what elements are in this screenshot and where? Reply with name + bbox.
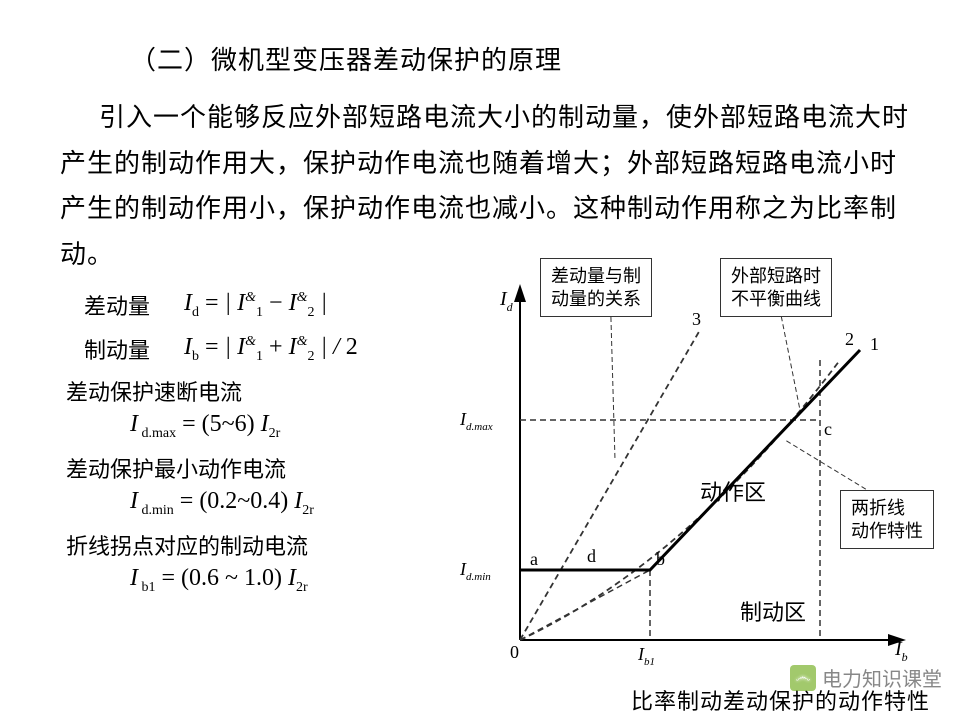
wechat-icon: ෴ (790, 665, 816, 691)
intro-paragraph: 引入一个能够反应外部短路电流大小的制动量，使外部短路电流大时产生的制动作用大，保… (60, 95, 910, 277)
chart-svg: 动作区 制动区 a d b c 1 2 3 Id Ib Id.max Id.mi… (440, 270, 930, 690)
pt-c: c (824, 419, 832, 439)
diff-formula: Id = | I&1 − I&2 | (184, 290, 327, 321)
region-brake: 制动区 (740, 600, 806, 625)
x-axis-label: Ib (894, 638, 908, 664)
brake-label: 制动量 (84, 333, 184, 365)
diff-label: 差动量 (84, 289, 184, 321)
x-tick: Ib1 (637, 644, 655, 668)
y-tick-min: Id.min (459, 559, 491, 583)
callout-relation: 差动量与制 动量的关系 (540, 258, 652, 317)
region-action: 动作区 (700, 480, 766, 505)
section-title: （二）微机型变压器差动保护的原理 (130, 40, 910, 77)
y-tick-max: Id.max (459, 409, 493, 433)
y-axis-label: Id (499, 288, 514, 314)
ln3: 3 (692, 309, 701, 329)
minaction-label: 差动保护最小动作电流 (66, 452, 490, 484)
ln2: 2 (845, 329, 854, 349)
knee-formula: I b1 = (0.6 ~ 1.0) I2r (130, 565, 490, 596)
minaction-formula: I d.min = (0.2~0.4) I2r (130, 488, 490, 519)
speedbreak-label: 差动保护速断电流 (66, 375, 490, 407)
callout-unbalance: 外部短路时 不平衡曲线 (720, 258, 832, 317)
origin: 0 (510, 642, 519, 662)
callout-twoseg: 两折线 动作特性 (840, 490, 934, 549)
speedbreak-formula: I d.max = (5~6) I2r (130, 411, 490, 442)
pt-b: b (656, 549, 665, 569)
chart-container: 动作区 制动区 a d b c 1 2 3 Id Ib Id.max Id.mi… (440, 270, 930, 690)
knee-label: 折线拐点对应的制动电流 (66, 529, 490, 561)
watermark-text: 电力知识课堂 (822, 663, 942, 692)
ln1: 1 (870, 334, 879, 354)
brake-formula: Ib = | I&1 + I&2 | / 2 (184, 334, 358, 365)
watermark: ෴ 电力知识课堂 (790, 663, 942, 692)
formulas-column: 差动量 Id = | I&1 − I&2 | 制动量 Ib = | I&1 + … (60, 277, 490, 605)
pt-d: d (587, 546, 596, 566)
pt-a: a (530, 549, 538, 569)
